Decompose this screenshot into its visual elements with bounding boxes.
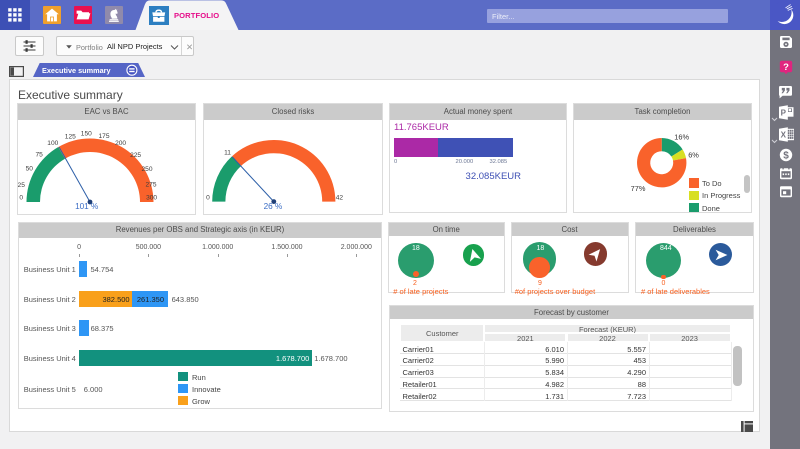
- svg-text:26 %: 26 %: [264, 202, 283, 211]
- svg-text:25: 25: [18, 182, 25, 189]
- svg-text:?: ?: [783, 62, 789, 73]
- svg-text:42: 42: [336, 195, 344, 202]
- svg-text:300: 300: [146, 194, 157, 201]
- svg-text:P: P: [780, 108, 786, 117]
- svg-text:275: 275: [145, 182, 156, 189]
- svg-text:250: 250: [141, 166, 152, 173]
- svg-text:Executive summary: Executive summary: [42, 66, 111, 75]
- svg-text:150: 150: [81, 131, 92, 138]
- svg-text:11: 11: [224, 149, 231, 156]
- svg-text:0: 0: [19, 194, 23, 201]
- svg-text:200: 200: [115, 140, 126, 147]
- svg-text:125: 125: [65, 133, 76, 140]
- svg-text:0: 0: [206, 195, 210, 202]
- svg-text:77%: 77%: [631, 184, 646, 193]
- svg-text:175: 175: [98, 133, 109, 140]
- svg-text:101 %: 101 %: [75, 202, 98, 211]
- svg-text:16%: 16%: [674, 132, 689, 141]
- svg-text:6%: 6%: [688, 151, 699, 160]
- svg-text:75: 75: [36, 152, 44, 159]
- svg-text:100: 100: [47, 140, 58, 147]
- svg-text:X: X: [780, 130, 786, 139]
- svg-text:50: 50: [26, 166, 34, 173]
- svg-text:$: $: [783, 150, 789, 161]
- svg-text:225: 225: [130, 152, 141, 159]
